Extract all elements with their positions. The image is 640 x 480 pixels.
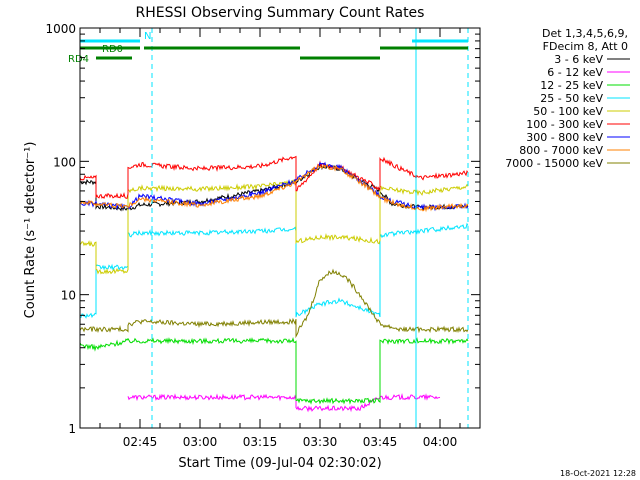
x-axis-label: Start Time (09-Jul-04 02:30:02) [178,456,381,471]
x-tick-label: 04:00 [423,435,458,449]
tick-layer: 1 10 100 1000 02:45 03:00 03:15 03:30 03:45 04:00 [45,22,480,449]
legend-entry: 12 - 25 keV [540,79,603,92]
series-line [79,268,469,339]
legend-entry: 100 - 300 keV [526,118,603,131]
legend-entry: 7000 - 15000 keV [505,157,603,170]
series-line [79,164,469,213]
vertical-marker-layer [79,28,469,428]
y-tick-label: 1 [68,422,76,436]
legend-header: FDecim 8, Att 0 [543,40,628,53]
legend-entry: 50 - 100 keV [533,105,603,118]
x-tick-label: 03:00 [183,435,218,449]
legend-entry: 300 - 800 keV [526,131,603,144]
x-tick-label: 02:45 [123,435,158,449]
y-tick-label: 10 [61,289,76,303]
legend-entry: 3 - 6 keV [554,53,603,66]
y-tick-label: 1000 [45,22,76,36]
x-tick-label: 03:15 [243,435,278,449]
x-tick-label: 03:45 [363,435,398,449]
series-line [79,222,469,319]
series-line [79,161,469,212]
flag-layer: N RD0 RD4 [68,31,468,65]
legend-entry: 800 - 7000 keV [519,144,603,157]
series-line [79,337,469,405]
timestamp: 18-Oct-2021 12:28 [560,469,636,478]
legend-header: Det 1,3,4,5,6,9, [542,27,628,40]
legend-entry: 25 - 50 keV [540,92,603,105]
series-line [79,179,469,275]
flag-label: RD0 [102,44,123,55]
legend: Det 1,3,4,5,6,9,FDecim 8, Att 03 - 6 keV… [505,27,630,170]
y-axis-label: Count Rate (s⁻¹ detector⁻¹) [23,142,38,319]
series-line [79,155,469,200]
y-tick-label: 100 [53,155,76,169]
x-tick-label: 03:30 [303,435,338,449]
chart-title: RHESSI Observing Summary Count Rates [136,5,425,21]
legend-entry: 6 - 12 keV [547,66,603,79]
series-line [127,393,441,413]
flag-label: RD4 [68,54,89,65]
flag-label: N [144,31,151,42]
series-layer [79,155,469,413]
